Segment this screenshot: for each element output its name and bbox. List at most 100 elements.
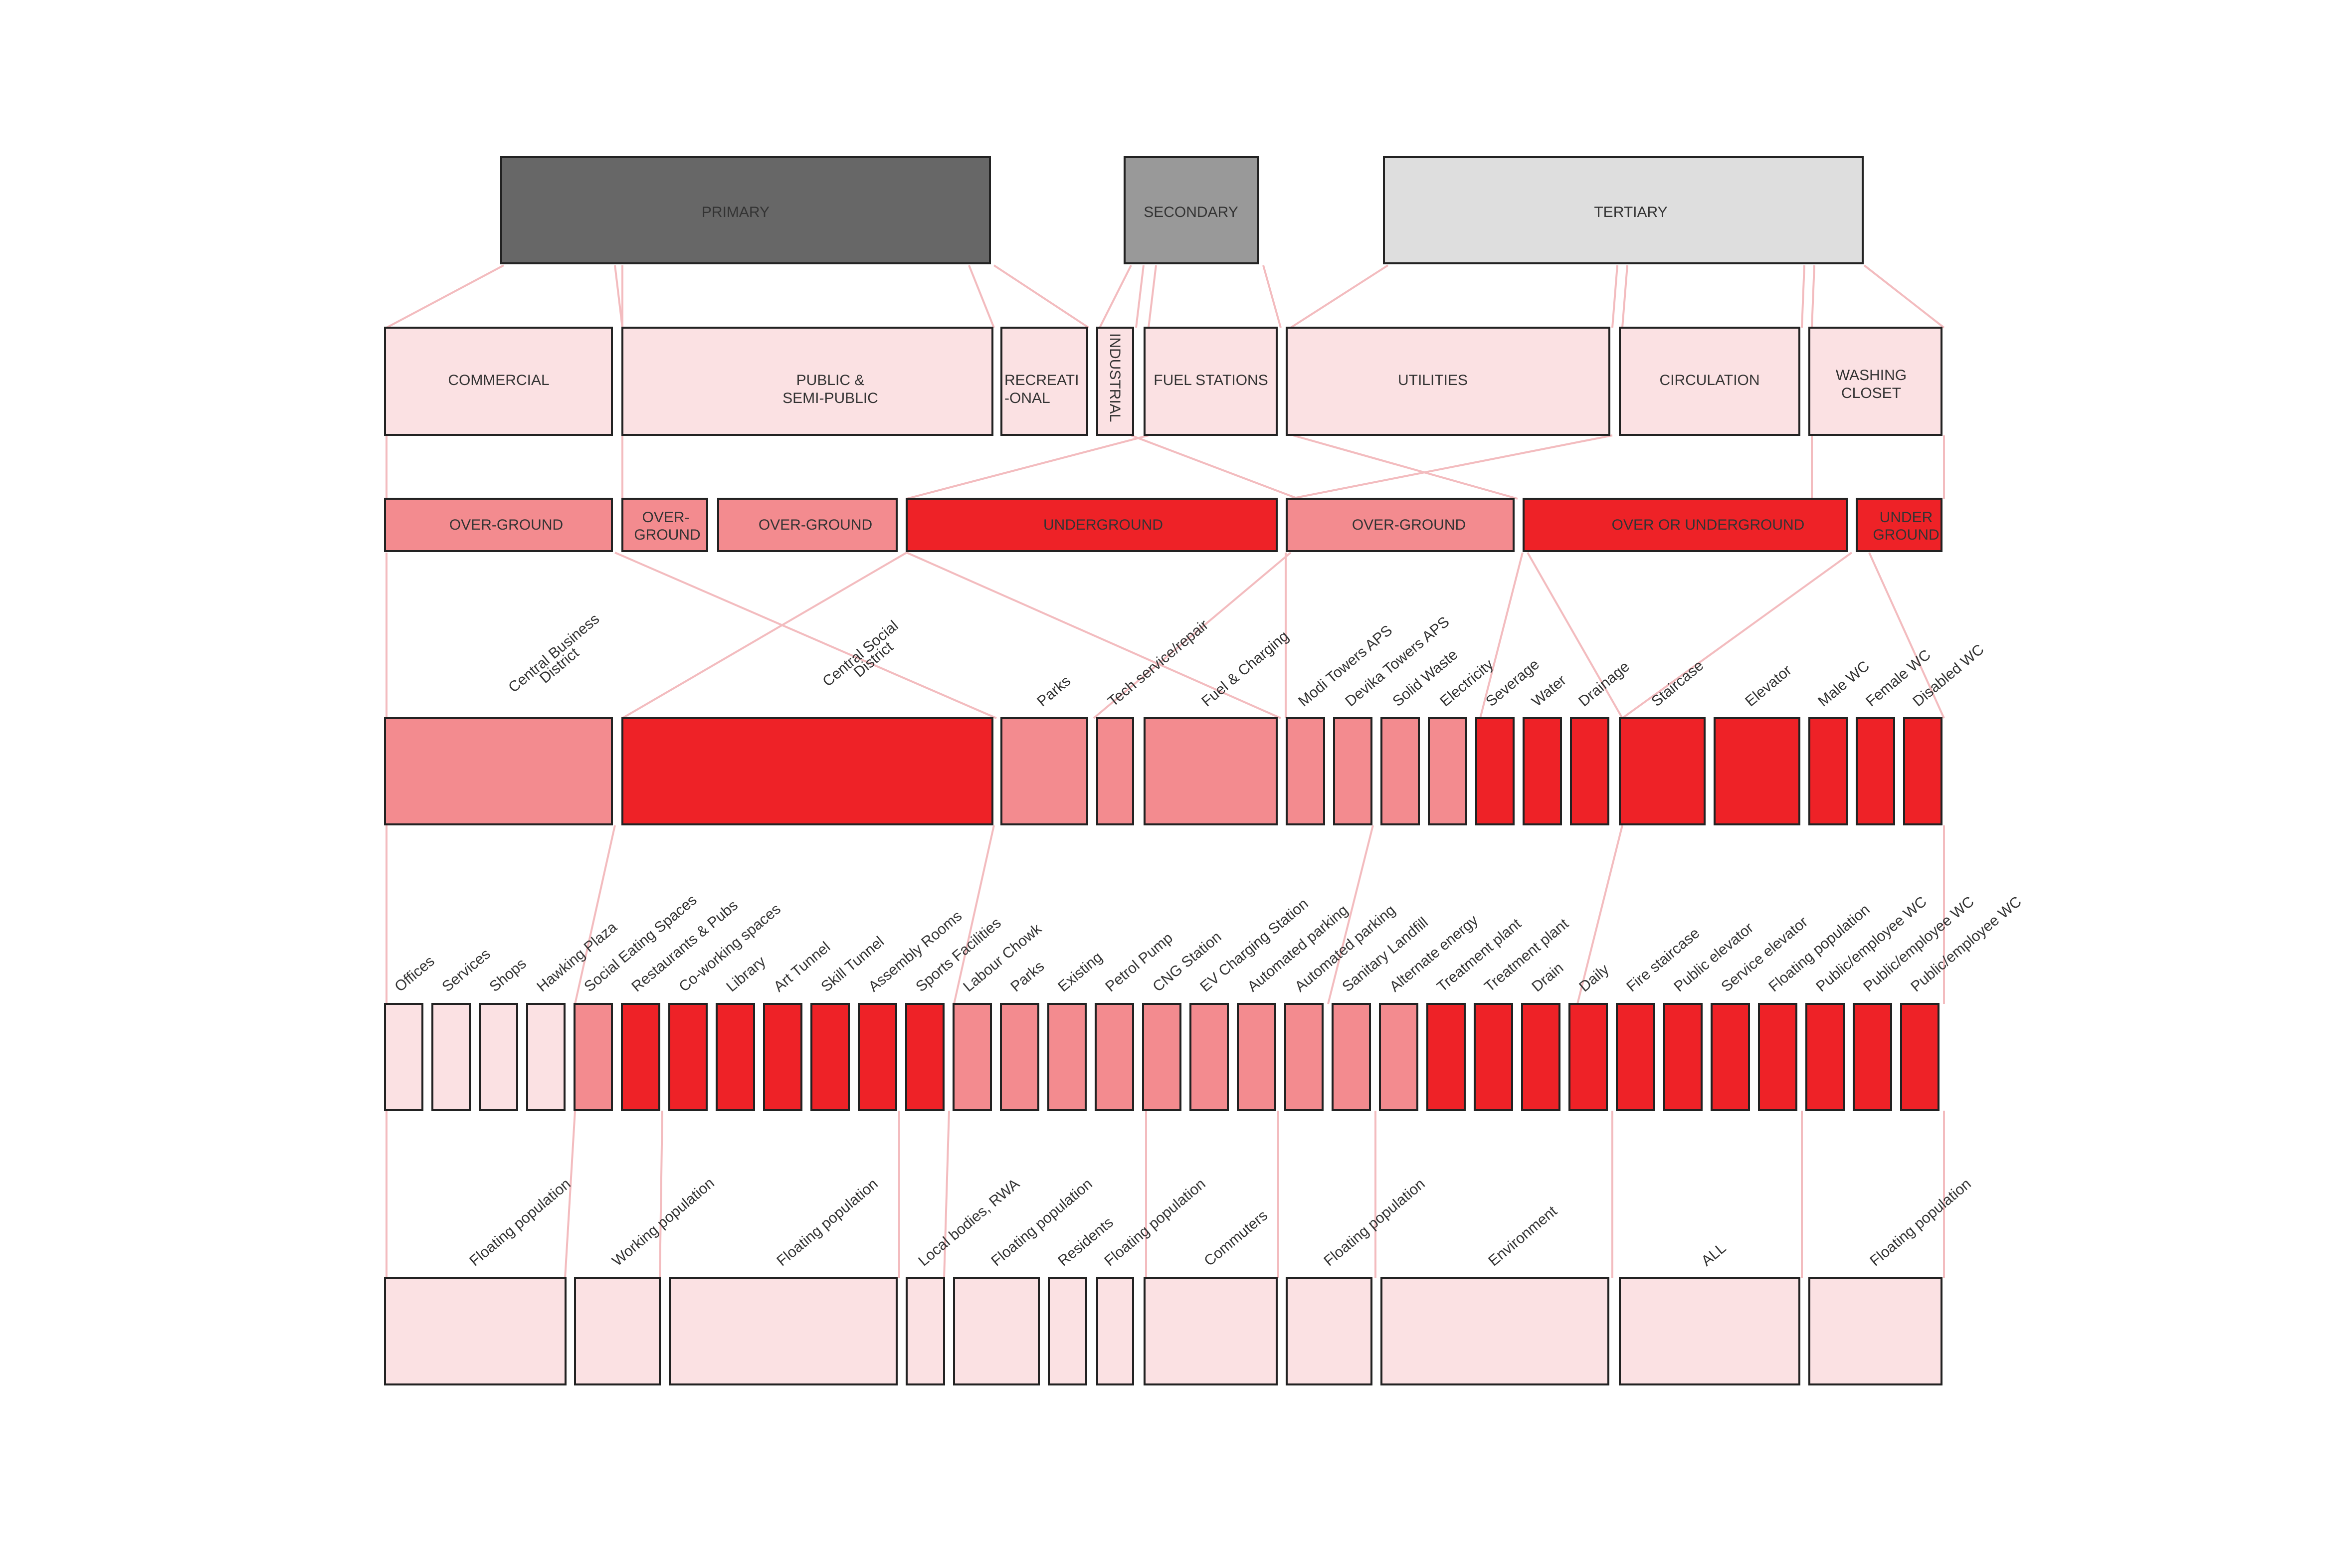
category-washing-label-1: WASHING (1836, 367, 1907, 384)
category-circulation-box (1619, 327, 1800, 436)
zone-labels: Central Business District Central Social… (505, 610, 1987, 710)
zone-box (1286, 717, 1325, 825)
connector-line (1576, 825, 1623, 1004)
connector-line (1148, 265, 1157, 328)
zone-row (384, 717, 1942, 825)
user-label: Environment (1485, 1202, 1560, 1269)
connector-line (1801, 265, 1805, 328)
category-circulation-label: CIRCULATION (1659, 372, 1759, 389)
zone-box (384, 717, 613, 825)
level-overground-2 (621, 498, 708, 552)
zone-label: Drainage (1575, 658, 1632, 710)
facility-box (668, 1003, 708, 1111)
user-label: Floating population (774, 1176, 881, 1269)
facility-box (1189, 1003, 1229, 1111)
facility-box (1142, 1003, 1181, 1111)
user-box (574, 1277, 661, 1385)
connector-line (1290, 434, 1613, 500)
facility-label: Shops (486, 955, 529, 995)
facility-box (1474, 1003, 1513, 1111)
zone-box (1903, 717, 1942, 825)
level-labels: OVER-GROUND OVER- GROUND OVER-GROUND UND… (449, 509, 1940, 543)
zone-box (1380, 717, 1420, 825)
user-box (1380, 1277, 1609, 1385)
facility-box (1047, 1003, 1087, 1111)
user-box (1808, 1277, 1942, 1385)
facility-box (1711, 1003, 1750, 1111)
category-utilities-box (1286, 327, 1610, 436)
facility-box (1900, 1003, 1940, 1111)
facility-label: Treatment plant (1434, 915, 1525, 995)
connector-line (1527, 552, 1623, 719)
level-overground-1 (384, 498, 613, 552)
facility-box (1758, 1003, 1797, 1111)
facility-box (479, 1003, 518, 1111)
level-label-1: OVER-GROUND (449, 517, 563, 533)
level-row (384, 498, 1942, 552)
category-recreational-label-1: RECREATI (1004, 372, 1079, 389)
facility-label: Parks (1007, 958, 1047, 995)
zone-label: Elevator (1742, 662, 1795, 710)
zone-box (1475, 717, 1515, 825)
facility-label: Offices (391, 953, 437, 995)
category-recreational-box (1000, 327, 1088, 436)
connector-line (1611, 265, 1618, 328)
connector-line (1868, 552, 1945, 719)
user-label: Floating population (466, 1176, 574, 1269)
zone-label: Fuel & Charging (1198, 628, 1292, 710)
connector-line (993, 264, 1090, 329)
facility-box (1853, 1003, 1892, 1111)
category-public-label-2: SEMI-PUBLIC (782, 390, 878, 406)
connector-line (968, 265, 995, 328)
user-label: ALL (1698, 1240, 1729, 1270)
level-label-6: OVER OR UNDERGROUND (1612, 517, 1805, 533)
connector-line (1099, 265, 1132, 328)
tier-secondary-label: SECONDARY (1144, 204, 1238, 220)
tier-secondary-box (1124, 156, 1259, 264)
facility-box (384, 1003, 423, 1111)
facility-label: Treatment plant (1481, 915, 1572, 995)
category-commercial-box (384, 327, 613, 436)
zone-label: Parks (1034, 673, 1074, 710)
zone-box (1856, 717, 1895, 825)
user-box (384, 1277, 567, 1385)
zone-box (1570, 717, 1609, 825)
connector-line (386, 264, 504, 329)
tier-primary-label: PRIMARY (702, 204, 770, 220)
category-recreational-label-2: -ONAL (1004, 390, 1050, 406)
connector-line (1093, 552, 1292, 719)
connector-line (943, 1110, 950, 1279)
user-box (669, 1277, 898, 1385)
zone-box (1714, 717, 1800, 825)
tier-tertiary-box (1383, 156, 1864, 264)
user-box (906, 1277, 945, 1385)
user-row (384, 1277, 1942, 1385)
category-labels: COMMERCIAL PUBLIC & SEMI-PUBLIC RECREATI… (448, 333, 1907, 422)
connector-line (574, 825, 616, 1004)
facility-label: Services (439, 946, 493, 995)
zone-label: Water (1529, 672, 1569, 710)
level-label-7b: GROUND (1873, 527, 1939, 543)
connector-line (621, 552, 908, 719)
level-label-3: OVER-GROUND (759, 517, 872, 533)
facility-box (1568, 1003, 1608, 1111)
zone-box (1808, 717, 1848, 825)
zone-box (1333, 717, 1372, 825)
facility-label: Service elevator (1718, 914, 1811, 995)
zone-box (1144, 717, 1278, 825)
facility-label: Drain (1529, 960, 1566, 995)
level-label-2a: OVER- (642, 509, 689, 526)
facility-box (526, 1003, 566, 1111)
category-industrial-box (1096, 327, 1134, 436)
zone-box (1096, 717, 1134, 825)
user-box (1048, 1277, 1087, 1385)
category-washing-label-2: CLOSET (1841, 385, 1901, 401)
category-commercial-label: COMMERCIAL (448, 372, 549, 389)
facility-box (1332, 1003, 1371, 1111)
connector-line (564, 1110, 576, 1279)
facility-box (858, 1003, 897, 1111)
tier-tertiary-label: TERTIARY (1594, 204, 1667, 220)
level-overground-4 (1286, 498, 1515, 552)
zone-label: Central Social District (819, 615, 913, 700)
